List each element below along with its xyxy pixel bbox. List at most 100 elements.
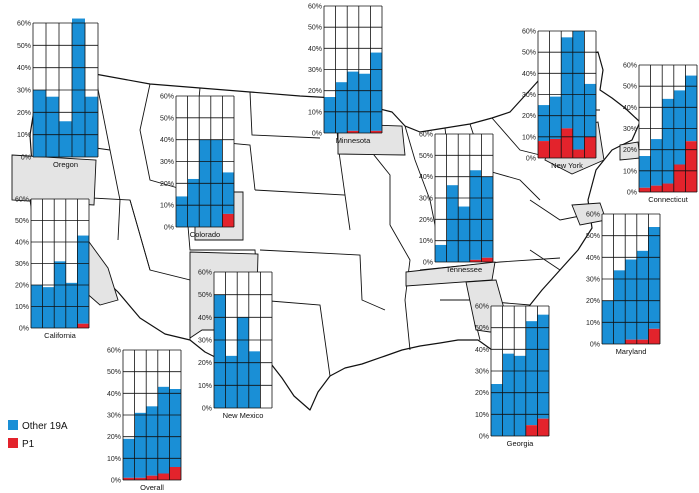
state-label-new-mexico: New Mexico xyxy=(223,411,264,420)
y-tick-label: 60% xyxy=(586,212,600,219)
y-tick-label: 30% xyxy=(586,277,600,284)
y-tick-label: 20% xyxy=(107,434,121,441)
legend-swatch-other-19a xyxy=(8,420,18,430)
bar-other-19a xyxy=(42,287,55,328)
y-tick-label: 30% xyxy=(198,338,212,345)
bar-other-19a xyxy=(549,96,562,139)
chart-grid xyxy=(175,95,235,228)
y-tick-label: 10% xyxy=(419,238,433,245)
bar-p1 xyxy=(639,187,651,192)
bar-other-19a xyxy=(502,353,515,436)
y-tick-label: 0% xyxy=(21,155,31,162)
bar-p1 xyxy=(525,425,538,436)
y-tick-label: 50% xyxy=(419,153,433,160)
bar-p1 xyxy=(561,128,573,158)
bar-other-19a xyxy=(685,75,697,142)
chart-overall: 0% 10% 20% 30% 40% 50% 60% Overall xyxy=(107,348,182,492)
bar-other-19a xyxy=(561,37,573,129)
y-tick-label: 30% xyxy=(419,196,433,203)
bar-other-19a xyxy=(613,270,626,344)
state-label-new-york: New York xyxy=(551,161,583,170)
y-tick-label: 10% xyxy=(475,412,489,419)
y-tick-label: 30% xyxy=(160,159,174,166)
y-tick-label: 10% xyxy=(522,134,536,141)
bar-other-19a xyxy=(214,294,226,408)
legend-label-other-19a: Other 19A xyxy=(22,421,68,432)
bar-p1 xyxy=(134,477,147,480)
chart-tennessee: 0% 10% 20% 30% 40% 50% 60% Tennessee xyxy=(419,132,494,274)
bar-other-19a xyxy=(347,71,359,131)
y-tick-label: 20% xyxy=(198,360,212,367)
y-tick-label: 20% xyxy=(419,217,433,224)
bar-other-19a xyxy=(435,244,447,262)
chart-oregon: 0% 10% 20% 30% 40% 50% 60% Oregon xyxy=(17,18,99,169)
chart-grid xyxy=(490,305,550,437)
y-tick-label: 60% xyxy=(419,132,433,139)
bar-p1 xyxy=(169,467,181,480)
bar-p1 xyxy=(625,339,637,344)
y-tick-label: 50% xyxy=(308,25,322,32)
y-tick-label: 10% xyxy=(160,203,174,210)
legend-swatch-p1 xyxy=(8,438,18,448)
y-tick-label: 50% xyxy=(160,115,174,122)
y-tick-label: 20% xyxy=(160,181,174,188)
bar-other-19a xyxy=(324,97,336,133)
y-tick-label: 50% xyxy=(15,218,29,225)
y-tick-label: 0% xyxy=(526,156,536,163)
y-tick-label: 0% xyxy=(164,225,174,232)
y-tick-label: 60% xyxy=(475,304,489,311)
bar-other-19a xyxy=(584,83,596,137)
chart-new-york: 0% 10% 20% 30% 40% 50% 60% New York xyxy=(522,29,597,170)
y-tick-label: 10% xyxy=(15,304,29,311)
bar-p1 xyxy=(685,141,697,192)
y-tick-label: 20% xyxy=(586,298,600,305)
state-shape-oregon xyxy=(11,154,97,206)
y-tick-label: 30% xyxy=(17,88,31,95)
bar-other-19a xyxy=(458,206,470,262)
bar-other-19a xyxy=(248,351,261,408)
bar-other-19a xyxy=(358,73,371,133)
y-tick-label: 40% xyxy=(419,174,433,181)
chart-california: 0% 10% 20% 30% 40% 50% 60% California xyxy=(15,197,90,340)
y-tick-label: 10% xyxy=(623,168,637,175)
bar-other-19a xyxy=(54,261,66,328)
y-tick-label: 20% xyxy=(522,113,536,120)
legend: Other 19A P1 xyxy=(8,420,68,450)
chart-connecticut: 0% 10% 20% 30% 40% 50% 60% Connecticut xyxy=(623,63,698,204)
y-tick-label: 40% xyxy=(15,240,29,247)
chart-grid xyxy=(213,271,273,409)
y-tick-label: 40% xyxy=(198,315,212,322)
chart-grid xyxy=(122,349,182,481)
chart-new-mexico: 0% 10% 20% 30% 40% 50% 60% New Mexico xyxy=(198,270,273,420)
y-tick-label: 50% xyxy=(522,50,536,57)
y-tick-label: 20% xyxy=(15,283,29,290)
y-tick-label: 0% xyxy=(590,342,600,349)
y-tick-label: 0% xyxy=(423,260,433,267)
bar-other-19a xyxy=(77,235,89,324)
bar-other-19a xyxy=(169,389,181,467)
y-tick-label: 0% xyxy=(111,478,121,485)
bar-other-19a xyxy=(187,178,200,227)
y-tick-label: 20% xyxy=(623,147,637,154)
y-tick-label: 40% xyxy=(623,105,637,112)
bar-other-19a xyxy=(134,412,147,478)
state-label-colorado: Colorado xyxy=(190,230,220,239)
chart-grid xyxy=(601,213,661,345)
bar-other-19a xyxy=(514,355,526,436)
bar-p1 xyxy=(650,185,663,192)
y-tick-label: 60% xyxy=(107,348,121,355)
bar-other-19a xyxy=(225,355,238,408)
bar-other-19a xyxy=(85,96,98,157)
chart-georgia: 0% 10% 20% 30% 40% 50% 60% Georgia xyxy=(475,304,550,448)
bar-other-19a xyxy=(222,172,234,214)
y-tick-label: 0% xyxy=(479,434,489,441)
y-tick-label: 30% xyxy=(475,369,489,376)
state-label-connecticut: Connecticut xyxy=(648,195,689,204)
y-tick-label: 40% xyxy=(17,65,31,72)
bar-other-19a xyxy=(33,90,46,157)
chart-minnesota: 0% 10% 20% 30% 40% 50% 60% Minnesota xyxy=(308,4,383,145)
bar-p1 xyxy=(537,418,549,436)
bar-p1 xyxy=(123,477,135,480)
y-tick-label: 10% xyxy=(586,320,600,327)
y-tick-label: 0% xyxy=(627,190,637,197)
